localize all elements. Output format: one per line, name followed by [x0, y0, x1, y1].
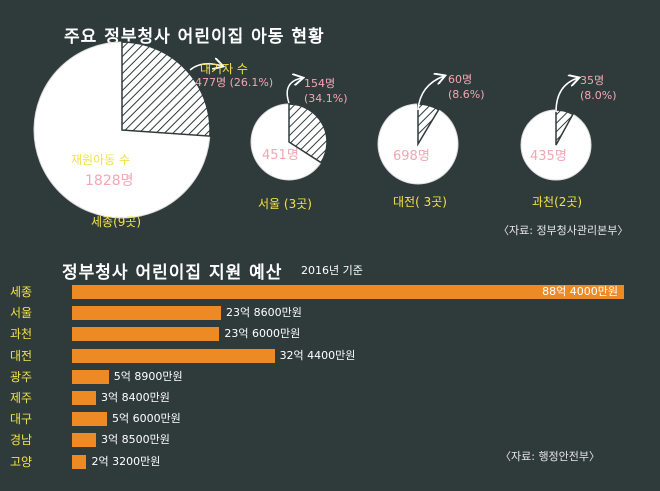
seoul-waiting-text: 154명 (34.1%): [304, 77, 348, 105]
sejong-name: 세종(9곳): [91, 215, 142, 229]
sejong-waiting-value: 477명 (26.1%): [195, 76, 274, 89]
bar: [72, 369, 109, 384]
gwacheon-enrolled-value: 435명: [530, 149, 567, 164]
bar-value-label: 5억 8900만원: [113, 369, 183, 383]
bar-category-label: 경남: [10, 433, 33, 448]
arrow-seoul: [286, 78, 302, 104]
bar-value-label: 32억 4400만원: [279, 348, 356, 362]
bar: [72, 348, 275, 363]
bar-category-label: 광주: [10, 369, 33, 384]
bar-value-label: 3억 8400만원: [100, 391, 170, 404]
pies-source: 〈자료: 정부청사관리본부〉: [498, 224, 629, 237]
gwacheon-name: 과천(2곳): [532, 195, 583, 209]
bar: [72, 454, 87, 469]
pie-sejong-waiting-slice: [121, 41, 211, 137]
bar-category-label: 과천: [10, 327, 33, 342]
bar-value-label: 2억 3200만원: [91, 454, 161, 468]
bar-category-label: 대전: [10, 348, 33, 363]
budget-subtitle: 2016년 기준: [301, 264, 363, 277]
daejeon-waiting-text: 60명 (8.6%): [448, 73, 485, 101]
bar-value-label: 88억 4000만원: [542, 285, 618, 298]
bar: [72, 412, 107, 427]
bar-category-label: 서울: [10, 306, 33, 321]
sejong-enrolled-value: 1828명: [85, 173, 134, 189]
pie-daejeon-waiting-slice: [417, 103, 440, 147]
daejeon-enrolled-value: 698명: [393, 149, 430, 164]
bar: [72, 391, 96, 405]
bar: [72, 306, 221, 321]
sejong-waiting-legend: 대기자 수: [200, 62, 248, 76]
bar-value-label: 5억 6000만원: [111, 412, 181, 426]
gwacheon-waiting-value: 35명 (8.0%): [580, 73, 626, 103]
sejong-enrolled-legend: 재원아동 수: [71, 153, 131, 167]
bar-category-label: 고양: [10, 454, 33, 469]
daejeon-waiting-value: 60명 (8.6%): [448, 72, 496, 102]
bar-value-label: 3억 8500만원: [101, 433, 170, 447]
bar: [72, 433, 97, 448]
arrow-gwacheon: [555, 78, 578, 113]
bar-category-label: 세종: [10, 285, 33, 299]
bar-category-label: 대구: [10, 412, 33, 427]
bar-category-label: 제주: [10, 391, 33, 405]
seoul-waiting-value: 154명 (34.1%): [304, 76, 364, 106]
bar: [72, 327, 220, 342]
budget-source: 〈자료: 행정안전부〉: [500, 450, 601, 463]
gwacheon-waiting-text: 35명 (8.0%): [580, 74, 617, 102]
seoul-name: 서울 (3곳): [258, 197, 312, 211]
bar-value-label: 23억 8600만원: [225, 306, 302, 320]
bar: [72, 285, 624, 299]
arrow-sejong: [189, 64, 222, 71]
seoul-enrolled-value: 451명: [262, 148, 299, 163]
arrow-daejeon: [417, 76, 444, 111]
pie-seoul-waiting-slice: [288, 103, 328, 164]
budget-title: 정부청사 어린이집 지원 예산: [62, 263, 283, 283]
bar-value-label: 23억 6000만원: [224, 327, 301, 341]
daejeon-name: 대전( 3곳): [393, 195, 447, 209]
